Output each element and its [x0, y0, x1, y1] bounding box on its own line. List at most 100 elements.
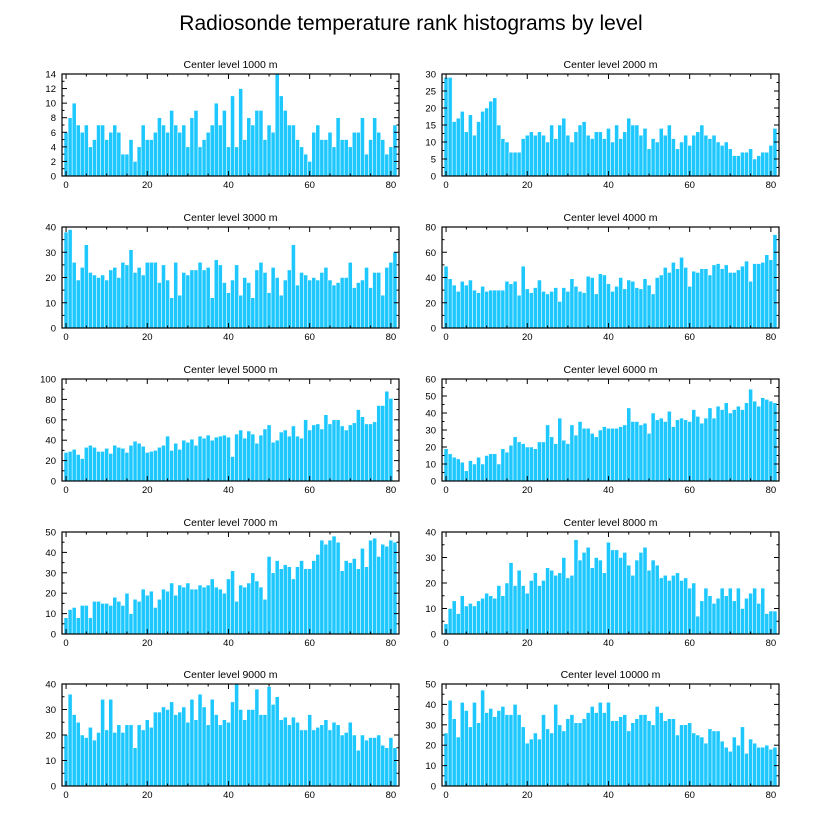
bar — [476, 600, 481, 635]
bar — [537, 441, 542, 482]
bar — [283, 429, 288, 482]
bar — [104, 603, 109, 635]
bar — [161, 124, 166, 177]
bar — [100, 451, 105, 482]
bar — [295, 566, 300, 635]
bar — [254, 580, 260, 635]
bar — [278, 431, 284, 482]
bar — [667, 718, 672, 787]
bar — [480, 286, 485, 329]
bar — [177, 132, 183, 177]
bar — [703, 587, 709, 635]
bar — [149, 139, 154, 177]
bar — [331, 535, 337, 635]
bar — [504, 451, 510, 482]
bar — [642, 422, 648, 482]
bar — [740, 608, 745, 635]
bar — [488, 595, 494, 635]
bar — [189, 269, 195, 329]
bar — [84, 737, 89, 787]
bar — [343, 732, 349, 787]
y-tick-label: 20 — [425, 298, 436, 309]
bar — [63, 132, 69, 177]
bar — [177, 294, 183, 329]
histogram-panel-4: Center level 4000 m 0 20 40 60 80 0 20 40 60 80 — [425, 212, 780, 343]
y-tick-label: 10 — [425, 604, 436, 615]
bar — [169, 582, 174, 635]
bar — [234, 601, 239, 635]
bar — [197, 584, 203, 635]
bar — [299, 272, 304, 329]
bar — [299, 146, 304, 177]
bar — [512, 585, 518, 635]
bar — [565, 443, 571, 482]
bar — [100, 603, 105, 635]
histogram-panel-6: Center level 6000 m 0 20 40 60 80 0 10 20 30 40 50 6… — [425, 364, 780, 496]
bar — [153, 711, 158, 787]
bar — [376, 405, 381, 482]
bar — [327, 423, 333, 482]
x-tick-label: 80 — [386, 485, 397, 496]
bar — [598, 702, 603, 787]
bar — [63, 231, 69, 329]
bar — [496, 710, 502, 787]
y-tick-label: 10 — [45, 298, 56, 309]
bar — [258, 262, 264, 329]
bar — [687, 286, 692, 329]
bar — [699, 600, 705, 635]
y-tick-label: 0 — [431, 324, 436, 335]
bar — [254, 110, 260, 177]
bar — [177, 449, 183, 482]
bar — [752, 400, 757, 482]
bar — [768, 400, 774, 482]
bar — [715, 263, 721, 329]
bar — [258, 714, 264, 787]
histogram-panel-10: Center level 10000 m 0 20 40 60 80 0 10 20 30 40 50 — [425, 669, 780, 801]
y-tick-label: 30 — [425, 553, 436, 564]
bar — [589, 138, 595, 177]
bar — [270, 441, 276, 482]
bar — [443, 265, 449, 329]
bar — [112, 732, 118, 787]
bar — [683, 419, 688, 482]
bar — [496, 289, 502, 329]
bar — [307, 568, 312, 635]
bar — [392, 252, 398, 329]
bar — [646, 720, 652, 787]
bar — [464, 710, 469, 787]
bar — [80, 132, 85, 177]
bar — [658, 128, 664, 177]
bar — [242, 139, 247, 177]
bar — [533, 287, 538, 329]
bar — [711, 603, 717, 635]
bar — [520, 585, 526, 635]
bar — [524, 592, 530, 635]
bar — [209, 297, 215, 329]
bar — [84, 244, 89, 329]
bar — [88, 727, 93, 787]
bar — [577, 559, 583, 635]
bar — [451, 600, 457, 635]
bar — [360, 279, 365, 329]
bar — [484, 107, 489, 177]
bar — [96, 277, 101, 329]
bar — [565, 577, 571, 635]
bar — [218, 588, 223, 635]
bar — [496, 585, 502, 635]
bar — [723, 264, 729, 329]
bar — [75, 722, 81, 787]
bar — [634, 287, 640, 329]
bar — [80, 267, 85, 329]
bar — [553, 575, 558, 635]
bar — [368, 737, 373, 787]
bar — [274, 73, 280, 177]
bar — [339, 570, 345, 635]
bar — [630, 124, 636, 177]
bar — [516, 151, 522, 177]
bar — [699, 124, 705, 177]
panel-title: Center level 1000 m — [184, 59, 278, 71]
bar — [703, 134, 709, 177]
bar — [173, 124, 178, 177]
bar — [169, 297, 174, 329]
